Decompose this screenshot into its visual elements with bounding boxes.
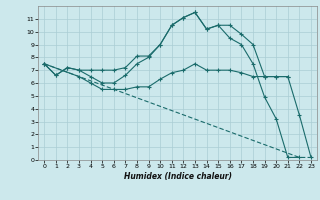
X-axis label: Humidex (Indice chaleur): Humidex (Indice chaleur) <box>124 172 232 181</box>
